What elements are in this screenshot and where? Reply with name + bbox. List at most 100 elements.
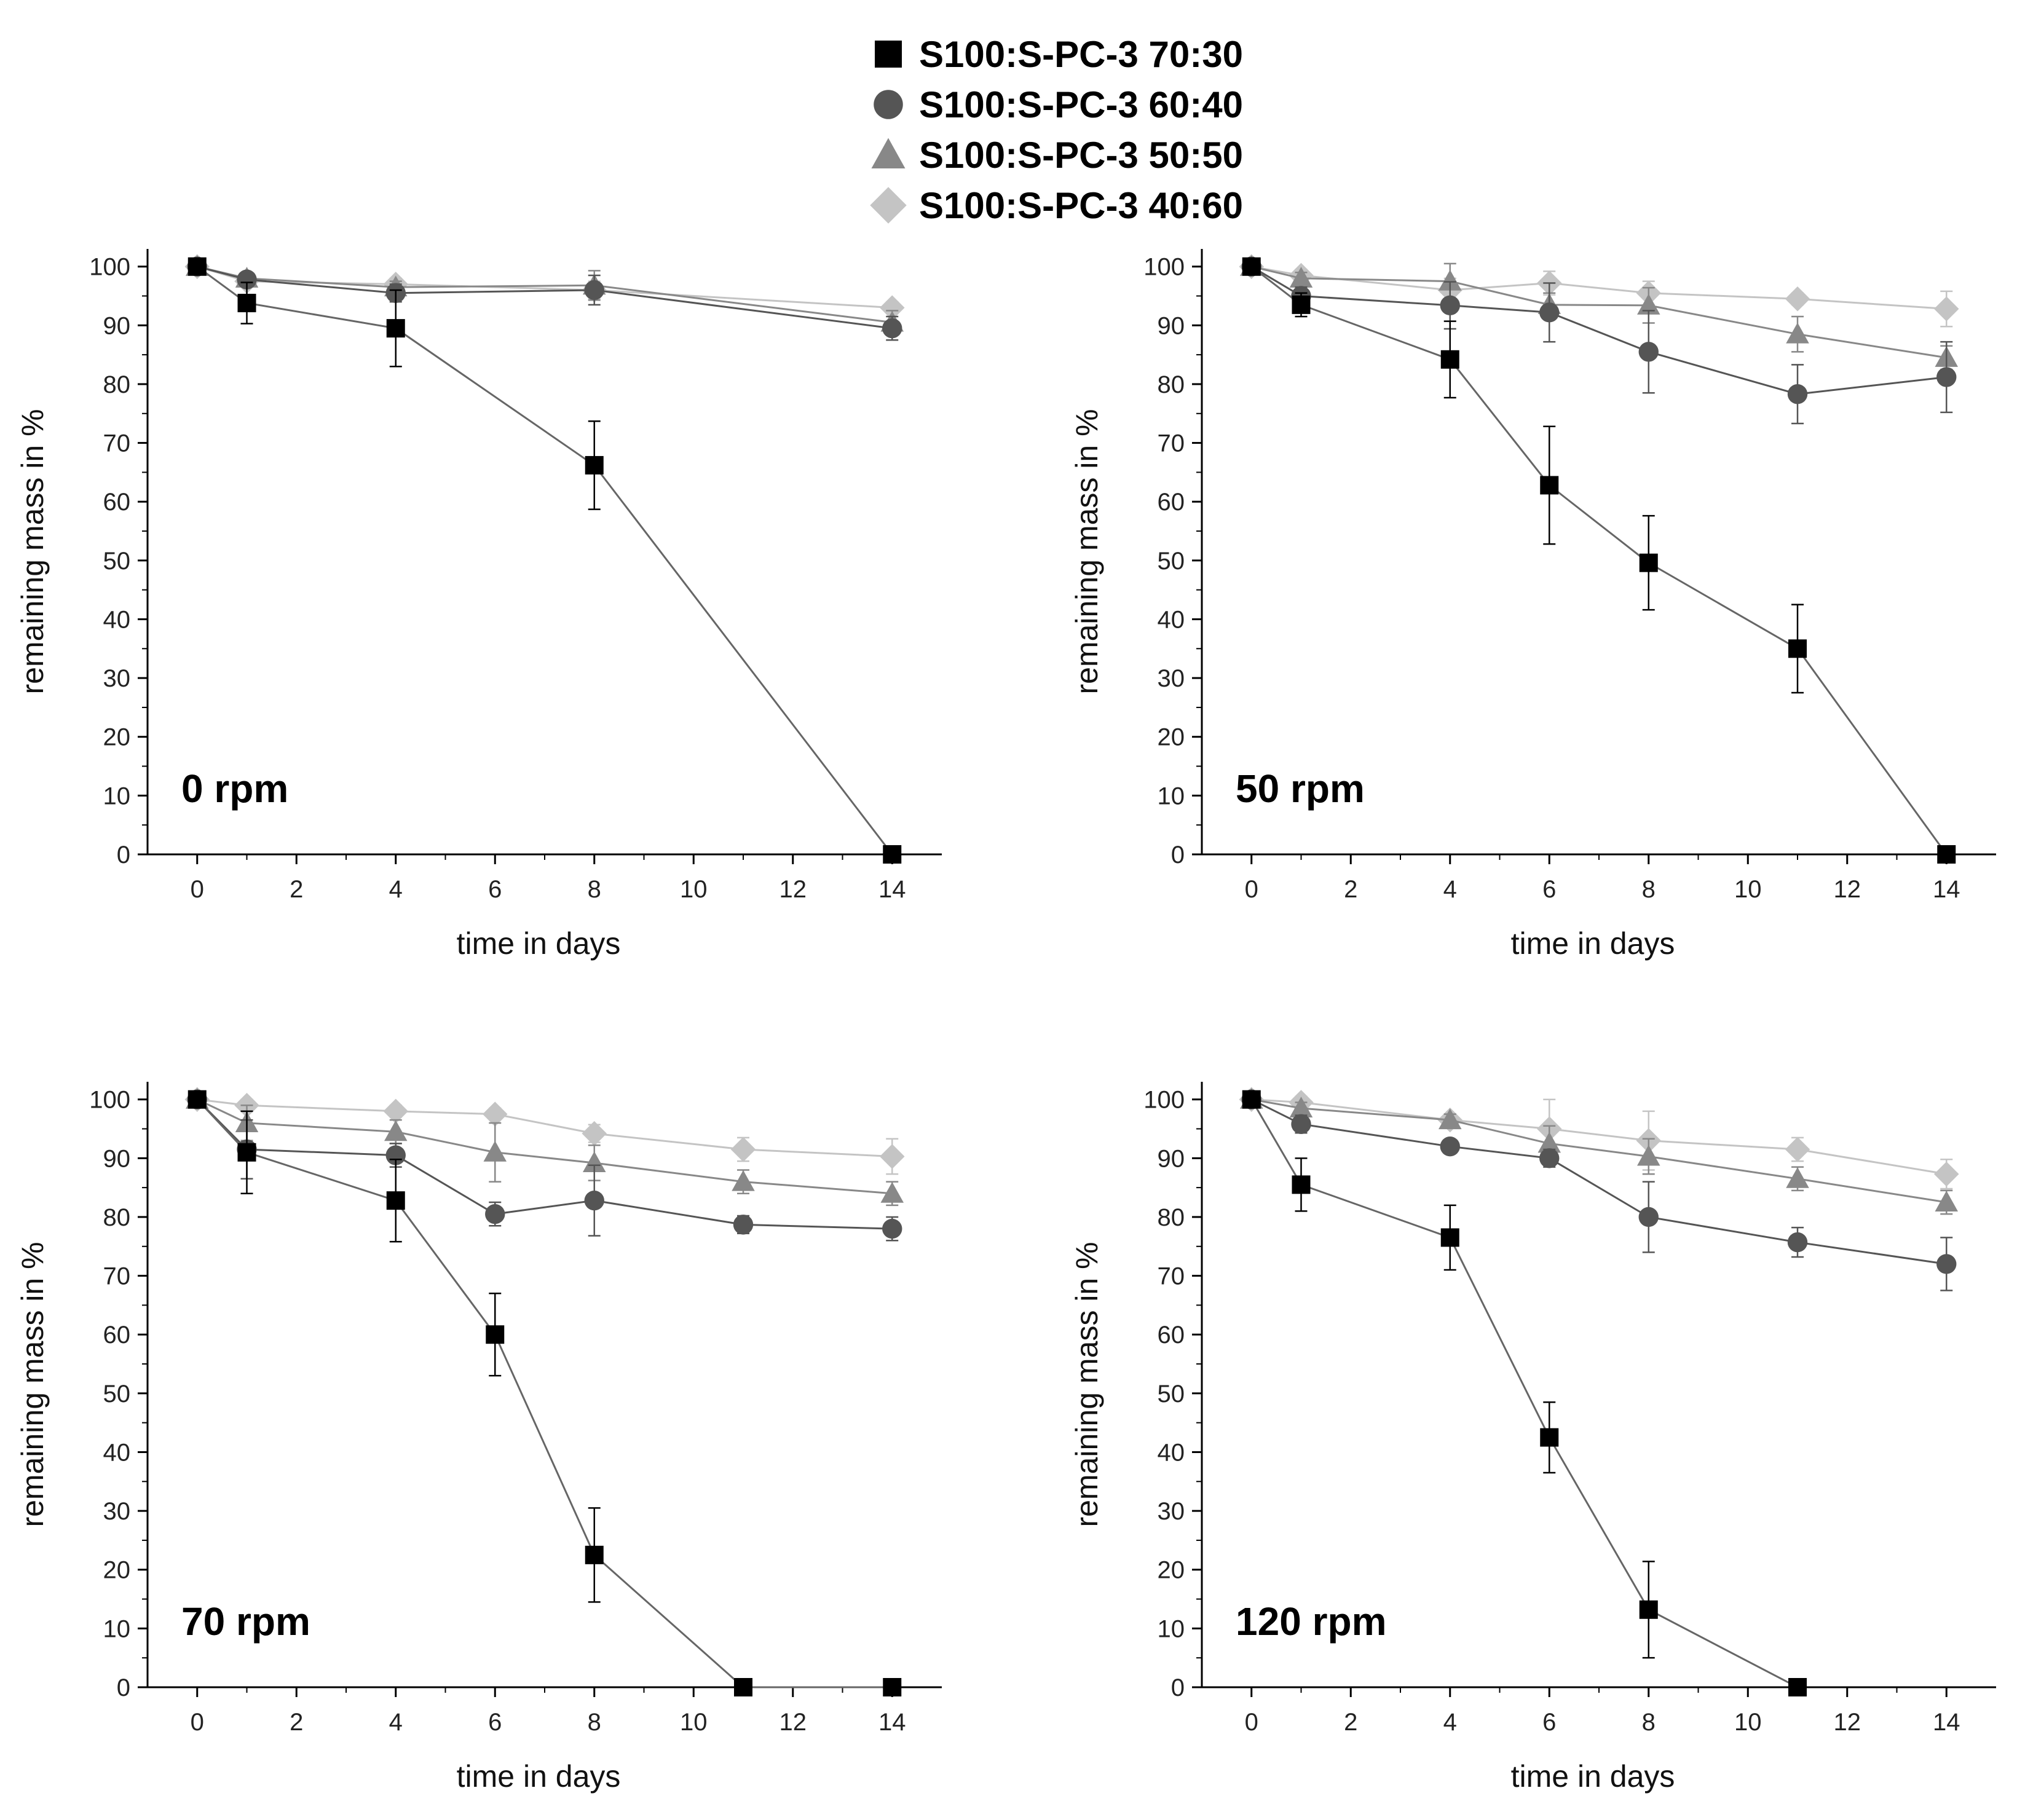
data-point xyxy=(732,1170,755,1191)
data-point xyxy=(237,293,256,312)
panel-label: 0 rpm xyxy=(181,766,288,811)
panel-label: 120 rpm xyxy=(1236,1599,1386,1644)
data-point xyxy=(1540,476,1559,495)
series-s100-s-pc-3-40-60 xyxy=(1239,1087,1959,1190)
data-point xyxy=(883,845,902,864)
y-tick-label: 30 xyxy=(1158,665,1185,692)
x-axis-title: time in days xyxy=(457,926,621,961)
data-point xyxy=(1539,1148,1560,1168)
data-point xyxy=(582,1121,607,1146)
data-point xyxy=(1537,1132,1561,1153)
x-tick-label: 6 xyxy=(1542,876,1556,903)
series-line xyxy=(196,266,893,855)
y-tick-label: 20 xyxy=(103,724,131,751)
data-point xyxy=(386,319,405,338)
y-tick-label: 100 xyxy=(1143,1087,1185,1114)
data-point xyxy=(1242,257,1261,276)
data-point xyxy=(1440,1228,1459,1247)
data-point xyxy=(880,1144,905,1169)
data-point xyxy=(883,1678,902,1696)
y-tick-label: 70 xyxy=(1158,430,1185,457)
data-point xyxy=(1935,1191,1958,1212)
data-point xyxy=(1785,1137,1810,1162)
data-point xyxy=(1787,384,1808,404)
data-point xyxy=(1788,639,1807,658)
y-axis-title: remaining mass in % xyxy=(15,1242,50,1527)
data-point xyxy=(237,269,257,290)
y-tick-label: 0 xyxy=(1171,841,1185,869)
data-point xyxy=(1440,1136,1460,1157)
y-tick-label: 0 xyxy=(117,1674,130,1701)
y-tick-label: 20 xyxy=(103,1557,131,1584)
x-tick-label: 14 xyxy=(878,876,906,903)
series-s100-s-pc-3-50-50 xyxy=(186,1087,904,1207)
x-tick-label: 0 xyxy=(191,876,204,903)
x-tick-label: 6 xyxy=(488,876,502,903)
data-point xyxy=(882,318,902,339)
series-line xyxy=(1250,1098,1798,1688)
series-s100-s-pc-3-60-40 xyxy=(187,1089,902,1242)
series-line xyxy=(197,1098,893,1195)
legend-label: S100:S-PC-3 60:40 xyxy=(919,84,1243,125)
y-tick-label: 80 xyxy=(103,1204,131,1231)
data-point xyxy=(384,1120,408,1141)
data-point xyxy=(1937,845,1956,864)
y-tick-label: 50 xyxy=(1158,1381,1185,1408)
data-point xyxy=(1639,553,1658,572)
x-tick-label: 12 xyxy=(780,1709,807,1736)
y-tick-label: 50 xyxy=(1158,548,1185,575)
data-point xyxy=(730,1137,756,1162)
x-tick-label: 2 xyxy=(290,1709,303,1736)
x-tick-label: 8 xyxy=(1642,876,1656,903)
x-axis-title: time in days xyxy=(1511,926,1675,961)
panel-label: 50 rpm xyxy=(1236,766,1365,811)
x-tick-label: 4 xyxy=(389,876,403,903)
data-point xyxy=(386,1191,405,1210)
x-tick-label: 2 xyxy=(290,876,303,903)
legend-marker-s100-s-pc-3-70-30 xyxy=(875,41,902,68)
y-tick-label: 100 xyxy=(89,254,130,281)
data-point xyxy=(1540,1428,1559,1447)
y-tick-label: 60 xyxy=(103,1322,131,1349)
data-point xyxy=(585,455,604,475)
legend-marker-s100-s-pc-3-40-60 xyxy=(870,187,907,224)
y-tick-label: 40 xyxy=(103,606,131,633)
y-tick-label: 80 xyxy=(103,371,131,398)
data-point xyxy=(880,295,905,320)
data-point xyxy=(1786,1167,1809,1188)
y-tick-label: 60 xyxy=(1158,1322,1185,1349)
y-tick-label: 60 xyxy=(1158,489,1185,516)
data-point xyxy=(187,257,207,276)
y-tick-label: 40 xyxy=(103,1439,131,1466)
x-tick-label: 12 xyxy=(1834,1709,1861,1736)
data-point xyxy=(1292,1175,1311,1194)
y-tick-label: 10 xyxy=(103,1615,131,1642)
data-point xyxy=(1786,322,1809,344)
x-axis-title: time in days xyxy=(457,1759,621,1794)
data-point xyxy=(385,1145,406,1165)
data-point xyxy=(1439,269,1462,291)
series-s100-s-pc-3-40-60 xyxy=(1239,254,1959,328)
series-s100-s-pc-3-50-50 xyxy=(1240,254,1958,371)
data-point xyxy=(237,1143,256,1162)
legend-marker-s100-s-pc-3-50-50 xyxy=(871,138,906,168)
x-tick-label: 10 xyxy=(680,876,708,903)
data-point xyxy=(483,1101,508,1127)
x-tick-label: 12 xyxy=(780,876,807,903)
x-tick-label: 6 xyxy=(1542,1709,1556,1736)
data-point xyxy=(583,1151,606,1172)
data-point xyxy=(486,1325,505,1344)
series-line xyxy=(1251,1098,1947,1265)
x-tick-label: 10 xyxy=(680,1709,708,1736)
series-line xyxy=(197,1098,893,1157)
series-s100-s-pc-3-60-40 xyxy=(1241,256,1957,425)
x-tick-label: 12 xyxy=(1834,876,1861,903)
series-s100-s-pc-3-50-50 xyxy=(186,254,904,335)
x-tick-label: 0 xyxy=(1245,876,1258,903)
y-tick-label: 10 xyxy=(103,782,131,810)
data-point xyxy=(1637,1144,1660,1166)
series-line xyxy=(1251,1098,1947,1175)
y-tick-label: 70 xyxy=(1158,1263,1185,1290)
